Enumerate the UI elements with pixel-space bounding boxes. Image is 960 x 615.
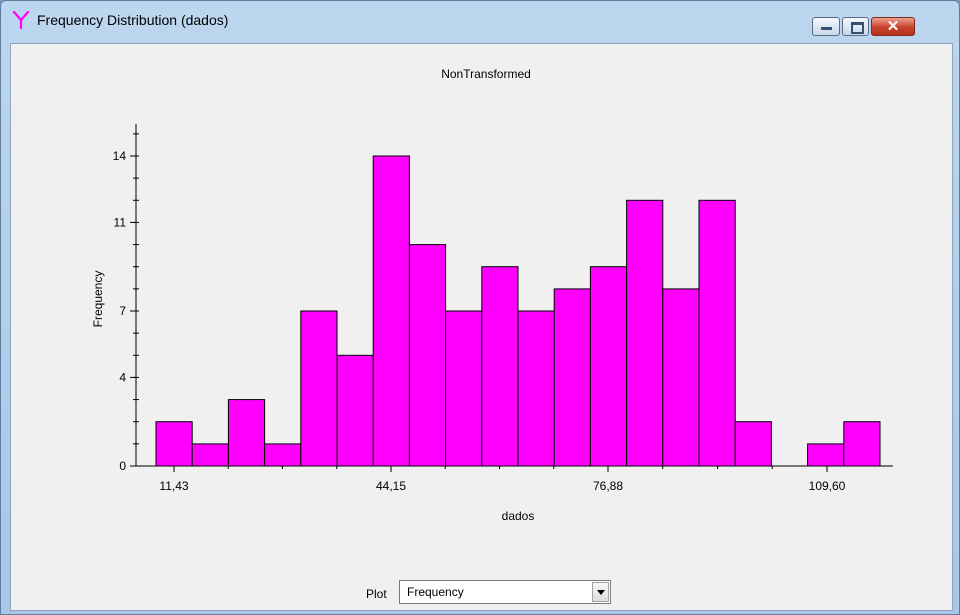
histogram-bar xyxy=(807,443,845,467)
plot-type-select[interactable]: Frequency xyxy=(399,580,611,604)
histogram-bar xyxy=(336,354,374,467)
histogram-bar xyxy=(734,421,772,467)
chart-title: NonTransformed xyxy=(441,67,531,81)
title-bar[interactable]: Frequency Distribution (dados) ✕ xyxy=(1,1,959,39)
y-tick-label: 4 xyxy=(119,370,126,384)
plot-label: Plot xyxy=(366,587,387,601)
y-tick-label: 14 xyxy=(113,149,127,163)
client-area: NonTransformed dados Frequency 0 4 7 11 14 11… xyxy=(10,43,953,611)
y-tick-label: 0 xyxy=(119,459,126,473)
minimize-button[interactable] xyxy=(812,17,840,36)
chevron-down-icon xyxy=(597,590,605,595)
histogram-bar xyxy=(227,399,266,467)
x-axis-label: dados xyxy=(502,509,535,523)
x-tick-label: 76,88 xyxy=(593,479,623,493)
histogram-bar xyxy=(662,288,700,467)
histogram-bar xyxy=(300,310,338,467)
plot-type-dropdown-button[interactable] xyxy=(592,582,609,602)
histogram-bar xyxy=(481,266,519,467)
app-icon xyxy=(12,10,30,30)
histogram-bar xyxy=(264,443,302,467)
histogram-bar xyxy=(155,421,193,467)
maximize-icon xyxy=(851,22,864,34)
histogram-bar xyxy=(408,244,447,467)
histogram-bar xyxy=(372,155,410,467)
histogram-bar xyxy=(843,421,881,467)
histogram-bar xyxy=(553,288,591,467)
close-icon: ✕ xyxy=(886,18,900,35)
window-title: Frequency Distribution (dados) xyxy=(37,12,229,28)
y-tick-label: 11 xyxy=(114,215,127,229)
histogram-bar xyxy=(517,310,555,467)
y-tick-label: 7 xyxy=(119,304,126,318)
x-tick-label: 11,43 xyxy=(159,479,188,493)
x-tick-label: 109,60 xyxy=(809,479,846,493)
x-tick-label: 44,15 xyxy=(376,479,406,493)
histogram-bar xyxy=(626,199,664,467)
histogram-bar xyxy=(589,266,628,467)
plot-type-value: Frequency xyxy=(407,585,464,599)
minimize-icon xyxy=(821,27,832,30)
y-axis-label: Frequency xyxy=(91,271,105,328)
histogram-bar xyxy=(698,199,736,467)
maximize-button[interactable] xyxy=(842,17,869,36)
close-button[interactable]: ✕ xyxy=(871,17,915,36)
histogram-bar xyxy=(445,310,483,467)
histogram-bar xyxy=(191,443,229,467)
frequency-histogram: NonTransformed dados Frequency 0 4 7 11 14 11… xyxy=(91,67,893,523)
